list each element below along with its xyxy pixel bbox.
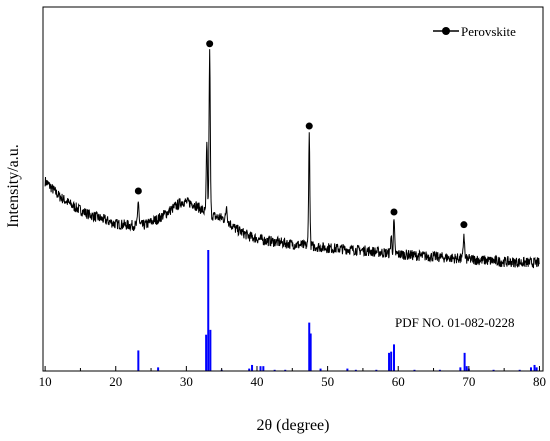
x-tick-label: 20 xyxy=(109,374,122,389)
x-tick-label: 70 xyxy=(462,374,475,389)
x-tick-label: 10 xyxy=(39,374,52,389)
peak-markers xyxy=(134,40,468,229)
x-tick-label: 40 xyxy=(250,374,263,389)
peak-marker xyxy=(390,208,398,216)
legend-marker xyxy=(442,27,450,35)
peak-marker xyxy=(206,40,214,48)
x-axis-title: 2θ (degree) xyxy=(257,417,330,434)
pattern-line xyxy=(44,49,540,269)
measured-pattern xyxy=(44,49,540,269)
plot-frame xyxy=(42,6,544,372)
x-tick-label: 30 xyxy=(180,374,193,389)
x-axis-ticks: 10 20 30 40 50 60 70 80 xyxy=(39,366,546,389)
x-tick-label: 60 xyxy=(392,374,405,389)
reference-pattern xyxy=(137,250,538,371)
legend-label: Perovskite xyxy=(461,24,516,39)
x-tick-label: 50 xyxy=(321,374,334,389)
peak-marker xyxy=(460,221,468,229)
peak-marker xyxy=(134,187,142,195)
x-tick-label: 80 xyxy=(533,374,546,389)
reference-card-label: PDF NO. 01-082-0228 xyxy=(395,315,515,330)
peak-marker xyxy=(305,122,313,130)
y-axis-title: Intensity/a.u. xyxy=(5,144,22,228)
legend: Perovskite xyxy=(433,24,516,39)
